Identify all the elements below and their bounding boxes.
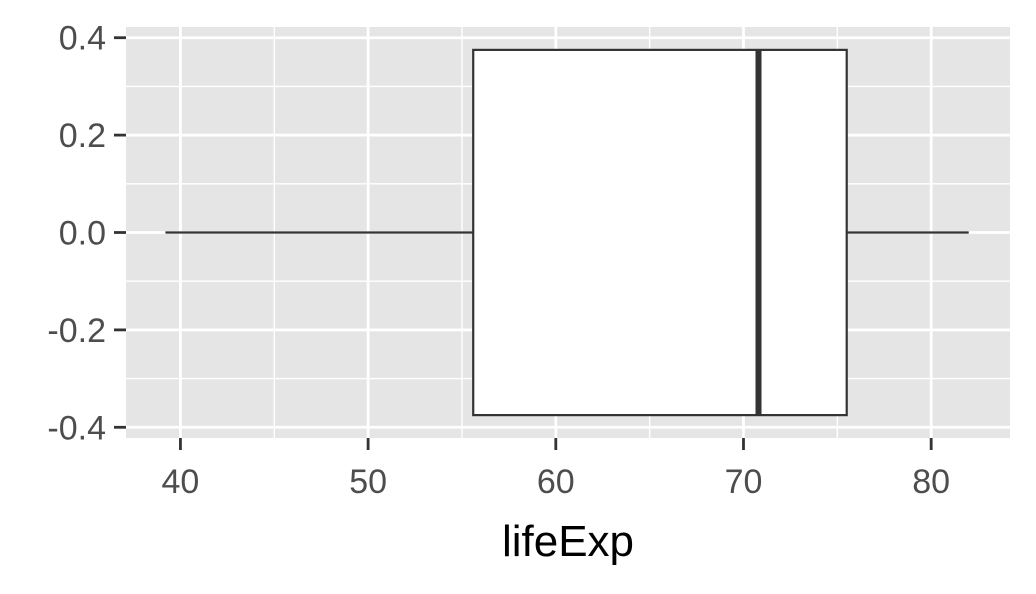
x-tick-label: 50 (349, 463, 387, 501)
y-tick-label: -0.2 (47, 312, 106, 350)
x-tick-label: 40 (162, 463, 200, 501)
y-tick-label: 0.4 (59, 20, 106, 58)
x-axis-title: lifeExp (502, 517, 634, 566)
x-tick-label: 60 (537, 463, 575, 501)
iqr-box (472, 48, 848, 417)
y-tick-label: 0.2 (59, 117, 106, 155)
x-tick-label: 80 (912, 463, 950, 501)
boxplot (165, 48, 969, 417)
y-tick-label: 0.0 (59, 215, 106, 253)
y-axis: 0.4 0.2 0.0 -0.2 -0.4 (47, 20, 126, 447)
y-tick-label: -0.4 (47, 409, 106, 447)
x-tick-label: 70 (725, 463, 763, 501)
x-axis: 40 50 60 70 80 (162, 438, 950, 501)
